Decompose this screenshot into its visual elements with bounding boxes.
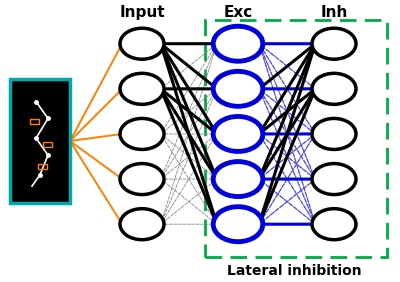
Circle shape [312,28,356,59]
Text: Inh: Inh [320,5,348,20]
Text: Input: Input [119,5,165,20]
Text: Exc: Exc [223,5,253,20]
Circle shape [312,164,356,195]
Circle shape [312,209,356,240]
Circle shape [312,73,356,104]
Bar [38,164,47,169]
Circle shape [120,28,164,59]
Circle shape [213,71,263,106]
Circle shape [213,162,263,197]
Circle shape [120,164,164,195]
Bar [10,79,70,203]
Circle shape [213,26,263,61]
Bar [43,142,52,147]
Circle shape [120,118,164,149]
Circle shape [120,209,164,240]
Bar [205,20,387,257]
Circle shape [213,207,263,242]
Circle shape [312,118,356,149]
Circle shape [213,116,263,151]
Text: Lateral inhibition: Lateral inhibition [227,264,361,278]
Bar [30,119,39,124]
Circle shape [120,73,164,104]
